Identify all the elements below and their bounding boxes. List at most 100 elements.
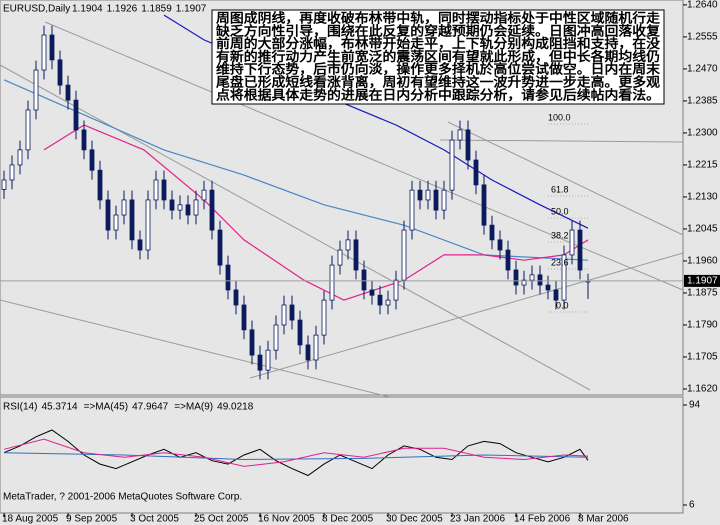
candle-body <box>505 249 511 271</box>
y-tick-label: 1.2045 <box>687 224 718 235</box>
x-tick-label: 25 Oct 2005 <box>194 514 249 525</box>
candle-body <box>265 349 271 371</box>
x-tick-label: 23 Jan 2006 <box>450 514 505 525</box>
candle-body <box>201 189 207 201</box>
commentary-line: 周图成阴线，再度收破布林带中轨，同时摆动指标处于中性区域随机行走 <box>216 11 661 27</box>
ohlc-value: 1.1907 <box>176 4 207 15</box>
legend-value: 49.0218 <box>217 402 254 413</box>
y-tick-label: 1.2385 <box>687 96 718 107</box>
y-tick-label: 1.2300 <box>687 128 718 139</box>
legend-name: =>MA(9) <box>174 402 213 413</box>
candle-body <box>65 84 71 101</box>
candle-body <box>25 109 31 151</box>
y-tick-label: 1.2215 <box>687 160 718 171</box>
commentary-line: 缺乏方向性引导，围绕在此反复的穿越预期仍会延续。日图冲高回落收复 <box>215 23 661 39</box>
y-tick-label: 1.1960 <box>687 256 718 267</box>
fib-label: 50.0 <box>551 206 569 216</box>
candle-body <box>401 229 407 281</box>
candle-body <box>273 324 279 351</box>
candle-body <box>441 189 447 211</box>
current-price-label: 1.1907 <box>687 276 718 287</box>
candle-body <box>97 169 103 201</box>
candle-body <box>89 149 95 171</box>
candle-body <box>241 304 247 331</box>
current-price-box <box>684 274 720 287</box>
ohlc-value: 1.1859 <box>141 4 172 15</box>
candle-body <box>153 179 159 201</box>
candle-body <box>9 164 15 181</box>
candle-body <box>313 334 319 361</box>
candle-body <box>433 189 439 211</box>
x-tick-label: 18 Aug 2005 <box>2 514 59 525</box>
candle-body <box>297 319 303 346</box>
trendline <box>0 64 591 391</box>
fib-label: 61.8 <box>551 184 569 194</box>
candle-body <box>217 229 223 266</box>
footnote: MetaTrader, ? 2001-2006 MetaQuotes Softw… <box>3 492 242 503</box>
candle-body <box>521 279 527 286</box>
candle-body <box>553 289 559 301</box>
candle-body <box>481 184 487 226</box>
candle-body <box>577 229 583 271</box>
candle-body <box>129 199 135 241</box>
candle-body <box>353 239 359 271</box>
trendline <box>44 21 684 291</box>
y-tick-label: 1.2640 <box>687 0 718 11</box>
y-tick-label: 1.1620 <box>687 384 718 395</box>
candle-body <box>33 69 39 111</box>
candle-body <box>393 279 399 301</box>
x-tick-label: 14 Feb 2006 <box>514 514 571 525</box>
commentary-line: 尾盘已形成短线看涨背离，周初有望维持这一波升势进一步走高。更多观 <box>216 75 660 91</box>
candle-body <box>177 204 183 211</box>
candle-body <box>257 354 263 371</box>
candle-body <box>233 289 239 306</box>
y-tick-label: 1.1790 <box>687 320 718 331</box>
y-tick-label: 1.2555 <box>687 32 718 43</box>
candle-body <box>73 99 79 131</box>
candle-body <box>49 34 55 61</box>
fib-label: 38.2 <box>551 230 569 240</box>
trendline <box>439 139 684 143</box>
candle-body <box>281 304 287 326</box>
candle-body <box>337 249 343 266</box>
candle-body <box>497 239 503 251</box>
candle-body <box>569 229 575 256</box>
legend-name: RSI(14) <box>3 402 37 413</box>
candle-body <box>489 224 495 241</box>
y-tick-label: 6 <box>689 500 695 511</box>
moving-average <box>3 79 589 261</box>
x-tick-label: 8 Dec 2005 <box>322 514 374 525</box>
x-tick-label: 3 Oct 2005 <box>130 514 179 525</box>
candle-body <box>329 264 335 301</box>
candle-body <box>105 199 111 231</box>
x-tick-label: 30 Dec 2005 <box>386 514 443 525</box>
candle-body <box>321 299 327 336</box>
fib-label: 23.6 <box>551 257 569 267</box>
legend-value: 45.3714 <box>41 402 78 413</box>
candle-body <box>529 274 535 281</box>
candle-body <box>409 189 415 231</box>
y-tick-label: 1.1875 <box>687 288 718 299</box>
candle-body <box>209 189 215 231</box>
x-tick-label: 16 Nov 2005 <box>258 514 315 525</box>
candle-body <box>121 199 127 216</box>
candle-body <box>561 254 567 301</box>
trendline <box>249 252 684 379</box>
candle-body <box>57 59 63 86</box>
x-tick-label: 9 Sep 2005 <box>66 514 118 525</box>
candle-body <box>377 294 383 306</box>
commentary-line: 前周的大部分涨幅，布林带开始走平，上下轨分别构成阻挡和支持，在没 <box>216 36 661 52</box>
candle-body <box>305 344 311 361</box>
candle-body <box>17 149 23 166</box>
legend-value: 47.9647 <box>132 402 169 413</box>
fib-lines <box>548 123 590 313</box>
candle-body <box>161 179 167 201</box>
candle-body <box>513 269 519 286</box>
fib-label: 100.0 <box>548 112 571 122</box>
candle-body <box>225 264 231 291</box>
fib-label: 0.0 <box>556 300 569 310</box>
candle-body <box>193 199 199 216</box>
y-tick-label: 1.2470 <box>687 64 718 75</box>
candle-body <box>369 289 375 296</box>
